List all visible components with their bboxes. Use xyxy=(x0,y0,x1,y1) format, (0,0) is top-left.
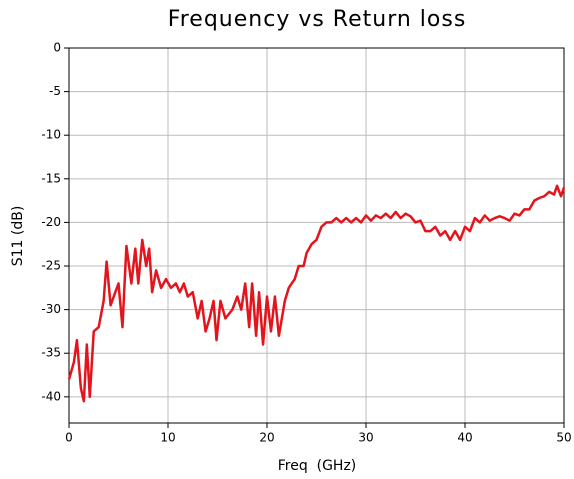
y-axis-label: S11 (dB) xyxy=(10,206,26,267)
y-tick-label: -30 xyxy=(41,302,61,316)
y-tick-label: -10 xyxy=(41,128,61,142)
x-tick-label: 40 xyxy=(457,431,472,445)
data-line xyxy=(67,184,566,403)
x-tick-label: 30 xyxy=(358,431,373,445)
plot-frame xyxy=(68,47,565,424)
x-tick-label: 50 xyxy=(556,431,571,445)
y-tick-label: -15 xyxy=(41,171,61,185)
y-tick-label: -20 xyxy=(41,215,61,229)
y-tick-label: -5 xyxy=(49,84,61,98)
y-tick-label: -35 xyxy=(41,346,61,360)
chart-title: Frequency vs Return loss xyxy=(168,7,467,32)
y-tick-label: 0 xyxy=(53,41,61,55)
x-tick-label: 20 xyxy=(259,431,274,445)
y-tick-label: -40 xyxy=(41,389,61,403)
y-tick-label: -25 xyxy=(41,259,61,273)
x-tick-label: 10 xyxy=(160,431,175,445)
x-axis-label: Freq (GHz) xyxy=(278,458,357,474)
x-tick-label: 0 xyxy=(65,431,73,445)
